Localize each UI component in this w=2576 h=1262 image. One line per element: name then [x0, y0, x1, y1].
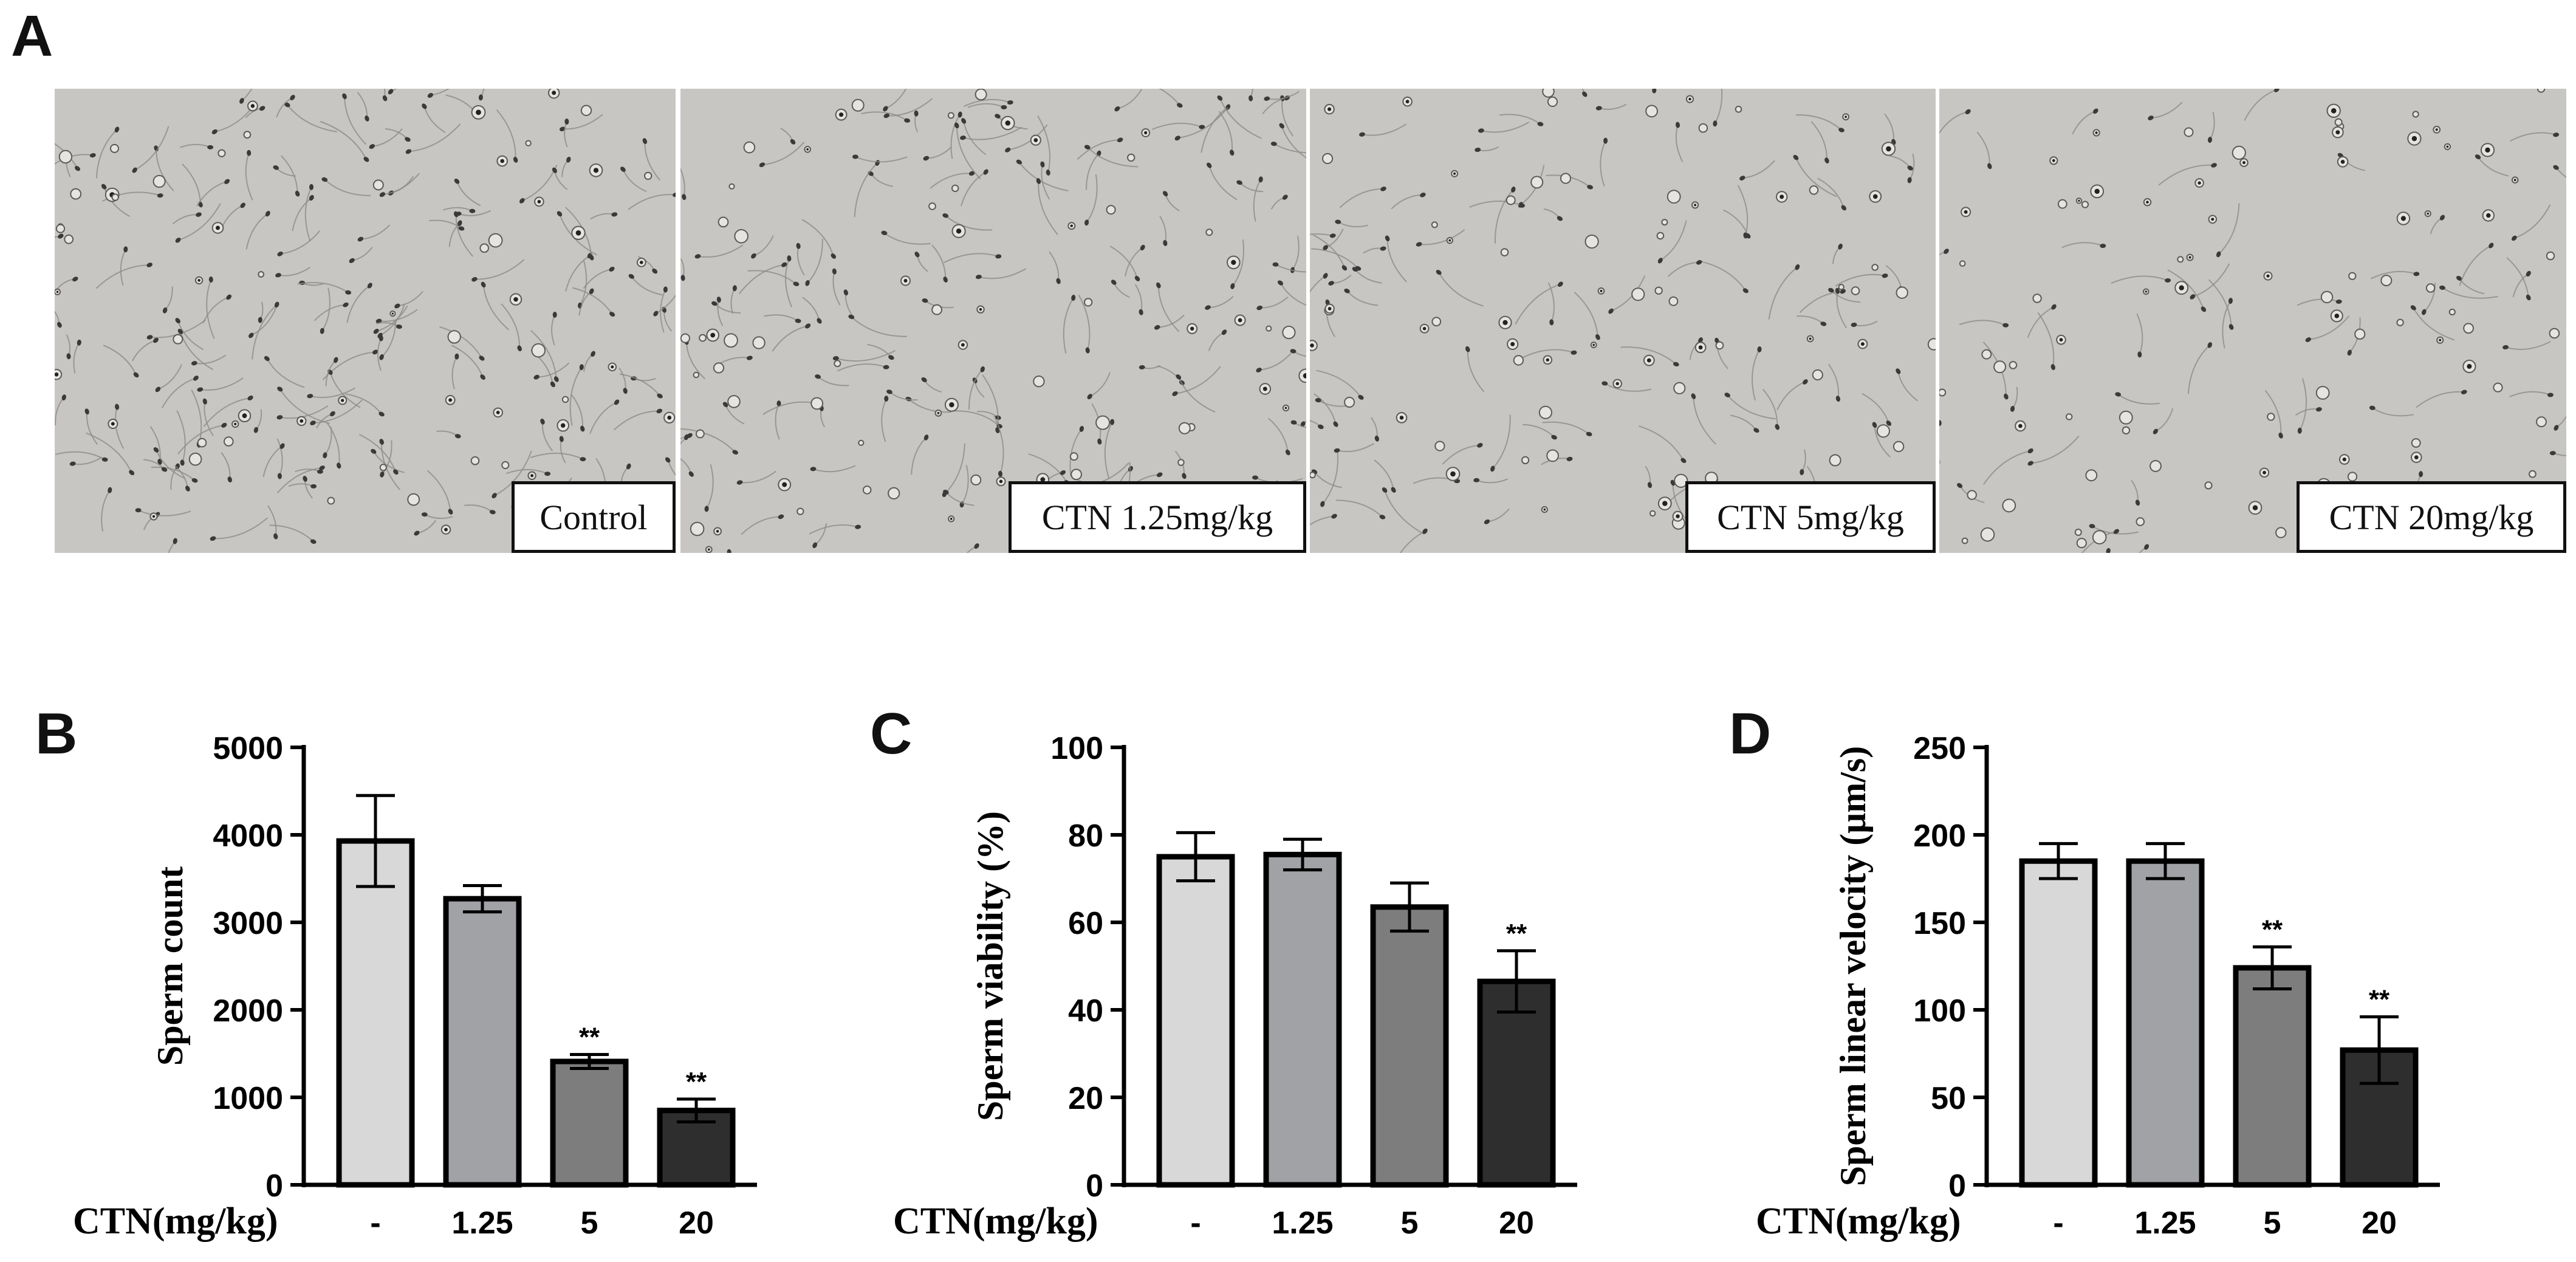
y-tick-label: 100: [1913, 993, 1966, 1029]
x-tick-label: -: [2053, 1205, 2063, 1241]
x-tick-label: -: [1190, 1205, 1201, 1241]
panel-letter-a: A: [11, 4, 53, 69]
error-bar: [2360, 1015, 2399, 1085]
y-tick-label: 150: [1913, 906, 1966, 941]
y-tick-label: 3000: [213, 906, 283, 941]
micrograph-ctn-5: CTN 5mg/kg: [1310, 89, 1936, 553]
error-bar: [2039, 842, 2078, 880]
y-tick-label: 250: [1913, 731, 1966, 766]
error-bar: [1176, 831, 1215, 883]
bar: [2233, 965, 2312, 1188]
bar: [657, 1108, 736, 1188]
panel-letter-b: B: [35, 701, 78, 766]
error-bar: [677, 1097, 716, 1123]
sperm-micrograph-image: [1310, 89, 1936, 553]
micrograph-ctn-20: CTN 20mg/kg: [1939, 89, 2566, 553]
y-axis-label: Sperm count: [150, 866, 190, 1066]
x-tick-label: 1.25: [2134, 1205, 2196, 1241]
panel-letter-d: D: [1729, 701, 1772, 766]
y-tick-label: 50: [1931, 1081, 1966, 1116]
micrograph-label: Control: [512, 481, 676, 553]
x-tick-label: 20: [2362, 1205, 2397, 1241]
x-tick-label: 5: [2264, 1205, 2281, 1241]
significance-marker: **: [2262, 914, 2283, 944]
error-bar: [570, 1052, 609, 1070]
y-tick-label: 60: [1068, 906, 1103, 941]
x-axis-label: CTN(mg/kg): [893, 1201, 1098, 1242]
error-bar: [2146, 842, 2185, 880]
bar: [550, 1058, 629, 1188]
bar-chart-svg: 0 50 100 150 200 250 Sperm linear velocity (μm…: [1756, 731, 2440, 1242]
micrograph-ctn-1-25: CTN 1.25mg/kg: [680, 89, 1306, 553]
error-bar: [356, 794, 395, 888]
micrograph-label: CTN 20mg/kg: [2297, 481, 2566, 553]
bar: [1156, 854, 1235, 1188]
micrograph-label: CTN 5mg/kg: [1685, 481, 1936, 553]
significance-marker: **: [2369, 985, 2390, 1015]
y-tick-label: 40: [1068, 993, 1103, 1029]
significance-marker: **: [579, 1022, 600, 1052]
y-tick-label: 200: [1913, 818, 1966, 854]
y-tick-label: 0: [1948, 1168, 1966, 1204]
x-tick-label: 1.25: [451, 1205, 513, 1241]
bar: [336, 838, 415, 1188]
x-tick-label: 1.25: [1272, 1205, 1333, 1241]
y-tick-label: 0: [1086, 1168, 1103, 1204]
bar: [2019, 858, 2098, 1188]
error-bar: [1390, 881, 1429, 933]
error-bar: [1497, 949, 1536, 1014]
error-bar: [1283, 837, 1322, 872]
chart-sperm-viability: 0 20 40 60 80 100 Sperm viability (%) CTN(mg/kg…: [881, 699, 1634, 1262]
x-axis-label: CTN(mg/kg): [73, 1201, 278, 1242]
y-axis-label: Sperm linear velocity (μm/s): [1833, 746, 1873, 1186]
y-tick-label: 1000: [213, 1081, 283, 1116]
error-bar: [463, 884, 502, 914]
chart-sperm-velocity: 0 50 100 150 200 250 Sperm linear velocity (μm…: [1744, 699, 2533, 1262]
bar: [443, 896, 522, 1188]
bar: [2126, 858, 2205, 1188]
panel-letter-c: C: [870, 701, 913, 766]
bar: [1263, 851, 1342, 1188]
y-axis-label: Sperm viability (%): [970, 811, 1010, 1121]
x-tick-label: 5: [1401, 1205, 1419, 1241]
x-tick-label: 20: [679, 1205, 714, 1241]
y-tick-label: 80: [1068, 818, 1103, 854]
x-tick-label: 5: [581, 1205, 598, 1241]
significance-marker: **: [686, 1067, 707, 1097]
x-tick-label: 20: [1499, 1205, 1534, 1241]
micrograph-control: Control: [55, 89, 676, 553]
y-tick-label: 20: [1068, 1081, 1103, 1116]
y-tick-label: 2000: [213, 993, 283, 1029]
sperm-micrograph-image: [680, 89, 1306, 553]
micrograph-label: CTN 1.25mg/kg: [1009, 481, 1306, 553]
y-tick-label: 0: [265, 1168, 283, 1204]
bar-chart-svg: 0 20 40 60 80 100 Sperm viability (%) CTN(mg/kg…: [893, 731, 1577, 1242]
x-axis-label: CTN(mg/kg): [1756, 1201, 1961, 1242]
chart-sperm-count: 0 1000 2000 3000 4000 5000 Sperm count CTN(mg/k…: [61, 699, 814, 1262]
sperm-micrograph-image: [1939, 89, 2566, 553]
significance-marker: **: [1506, 919, 1527, 948]
bar: [1370, 904, 1449, 1188]
error-bar: [2253, 945, 2292, 990]
bar: [1477, 978, 1556, 1188]
y-tick-label: 5000: [213, 731, 283, 766]
y-tick-label: 100: [1050, 731, 1103, 766]
bar-chart-svg: 0 1000 2000 3000 4000 5000 Sperm count CTN(mg/k…: [73, 731, 757, 1242]
y-tick-label: 4000: [213, 818, 283, 854]
x-tick-label: -: [370, 1205, 380, 1241]
